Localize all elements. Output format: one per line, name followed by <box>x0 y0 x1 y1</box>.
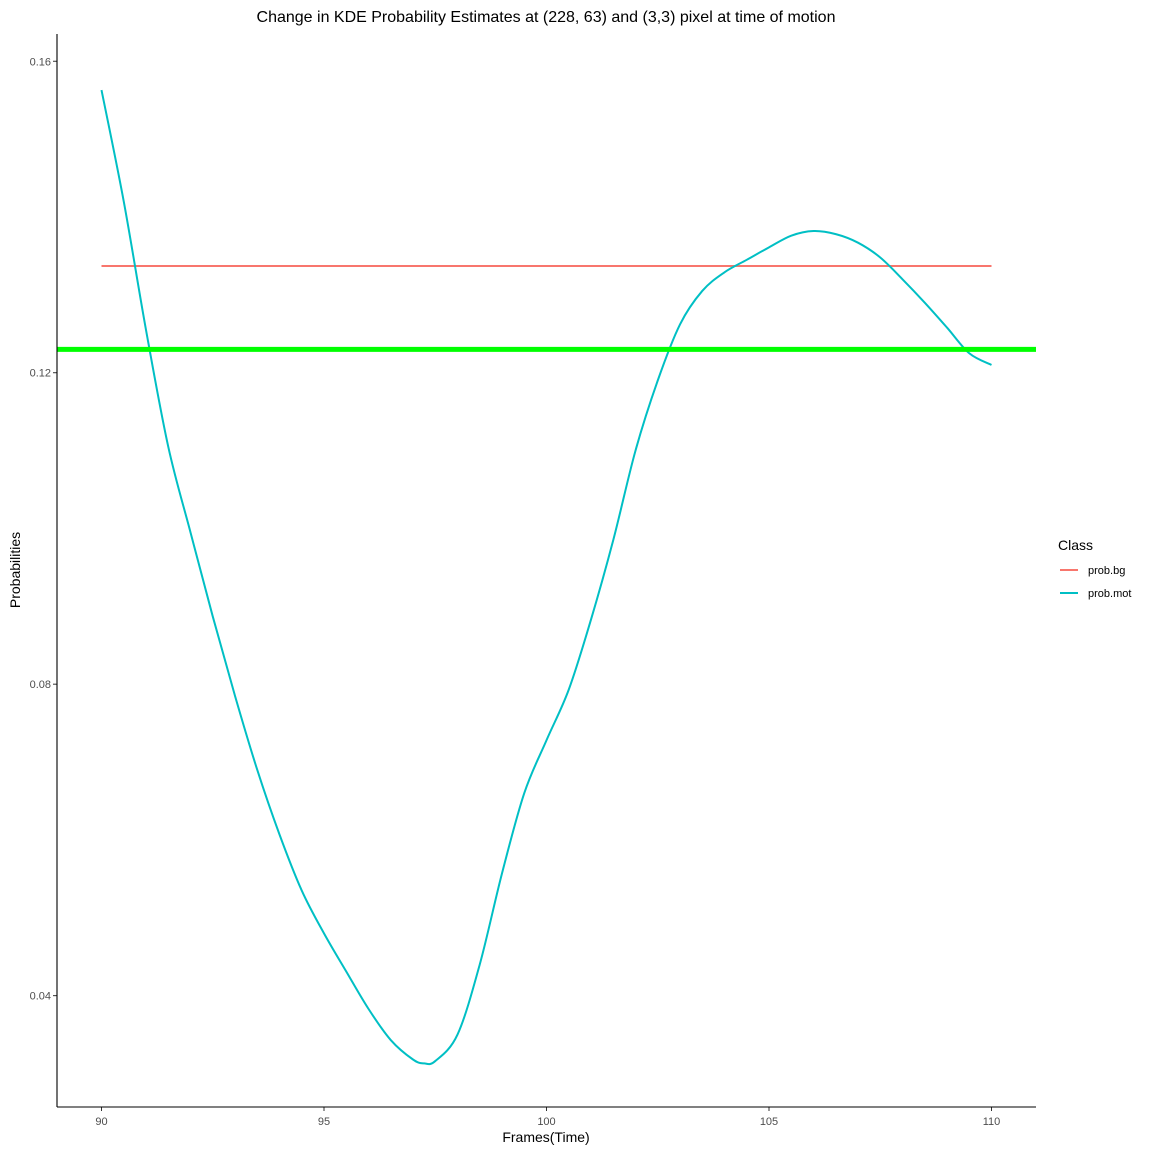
y-tick-label: 0.04 <box>30 991 51 1003</box>
x-axis-label: Frames(Time) <box>502 1129 589 1145</box>
legend: Class prob.bg prob.mot <box>1058 537 1131 600</box>
y-axis-label: Probabilities <box>7 532 23 608</box>
plot-area <box>57 89 1036 1066</box>
y-tick-label: 0.12 <box>30 368 51 380</box>
x-axis-ticks: 90 95 100 105 110 <box>95 1107 1000 1128</box>
series-line-prob-mot <box>100 89 992 1066</box>
x-tick-label: 95 <box>318 1116 330 1128</box>
chart-title: Change in KDE Probability Estimates at (… <box>257 9 836 26</box>
y-tick-label: 0.08 <box>30 679 51 691</box>
x-tick-label: 110 <box>983 1116 1001 1128</box>
legend-label: prob.mot <box>1088 588 1131 600</box>
y-tick-label: 0.16 <box>30 56 51 68</box>
x-tick-label: 105 <box>760 1116 778 1128</box>
legend-title: Class <box>1058 537 1093 553</box>
x-tick-label: 100 <box>537 1116 555 1128</box>
y-axis-ticks: 0.04 0.08 0.12 0.16 <box>30 56 57 1003</box>
legend-label: prob.bg <box>1088 565 1125 577</box>
x-tick-label: 90 <box>95 1116 107 1128</box>
